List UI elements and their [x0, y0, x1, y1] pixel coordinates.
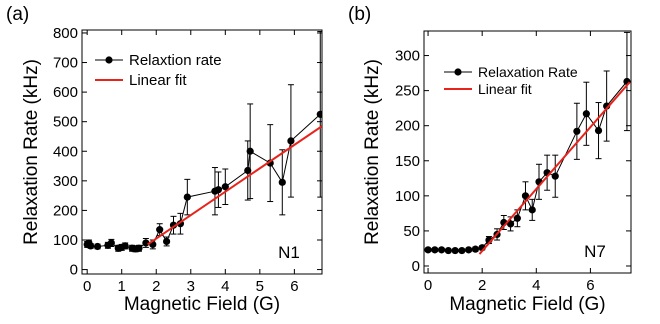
x-tick-label: 5: [256, 278, 264, 295]
legend-label: Linear fit: [129, 72, 187, 89]
x-tick-label: 1: [118, 278, 126, 295]
sample-annotation: N7: [584, 242, 606, 261]
data-point: [431, 246, 439, 254]
data-point: [513, 214, 521, 222]
y-tick-label: 0: [412, 258, 420, 275]
y-tick-label: 50: [403, 223, 420, 240]
x-tick-label: 2: [152, 278, 160, 295]
data-point: [465, 246, 473, 254]
legend-label: Relaxation Rate: [478, 64, 578, 80]
y-tick-label: 100: [395, 188, 420, 205]
data-point: [594, 127, 603, 135]
y-tick-label: 0: [70, 262, 78, 279]
y-tick-label: 800: [53, 25, 78, 42]
data-point: [582, 110, 590, 118]
data-point: [87, 242, 95, 250]
data-point: [551, 172, 559, 180]
data-point: [244, 166, 252, 175]
legend-swatch-marker: [105, 56, 113, 64]
y-tick-label: 600: [53, 84, 78, 101]
y-tick-label: 200: [395, 118, 420, 135]
data-point: [214, 186, 223, 194]
plot-area: [424, 31, 631, 255]
linear-fit-line: [478, 81, 631, 255]
panel-label: (b): [348, 4, 371, 25]
data-point: [142, 239, 150, 247]
data-point: [316, 110, 322, 118]
data-point: [183, 193, 191, 201]
x-tick-label: 6: [586, 277, 594, 294]
data-point: [278, 178, 286, 186]
panel-label: (a): [6, 4, 29, 25]
data-point: [528, 206, 536, 214]
legend-label: Relaxtion rate: [129, 52, 222, 69]
data-point: [156, 226, 164, 234]
x-tick-label: 2: [478, 277, 486, 294]
data-point: [437, 246, 446, 254]
chart-panel-a: 0 1 2 3 4 5 6 0 100 200 300 400 500 600 700 800 Magnetic…: [6, 4, 323, 315]
data-point: [451, 246, 459, 255]
data-point: [287, 137, 295, 145]
data-point: [471, 245, 480, 253]
y-tick-label: 400: [53, 143, 78, 160]
data-point: [424, 246, 432, 254]
legend-swatch-marker: [454, 68, 462, 76]
legend-label: Linear fit: [478, 81, 532, 97]
y-tick-label: 150: [395, 153, 420, 170]
x-tick-label: 3: [187, 278, 195, 295]
sample-annotation: N1: [278, 243, 300, 262]
data-point: [506, 220, 515, 228]
x-tick-label: 0: [424, 277, 432, 294]
y-tick-label: 300: [395, 48, 420, 65]
x-axis-label: Magnetic Field (G): [124, 294, 280, 315]
x-tick-label: 4: [221, 278, 229, 295]
data-point: [93, 242, 102, 251]
data-point: [107, 239, 115, 247]
chart-panel-b: 0 2 4 6 0 50 100 150 200 250 300 Magnetic Field (G)…: [348, 4, 632, 315]
data-series-line: [428, 81, 628, 252]
linear-fit-line: [147, 125, 322, 246]
plot-area: [83, 30, 322, 253]
y-tick-label: 100: [53, 232, 78, 249]
plot-frame: [81, 29, 323, 275]
x-axis-label: Magnetic Field (G): [449, 294, 605, 315]
data-point: [521, 192, 530, 200]
legend: Relaxtion rate Linear fit: [95, 52, 222, 89]
data-point: [121, 242, 129, 250]
x-tick-label: 6: [290, 278, 298, 295]
y-tick-label: 700: [53, 55, 78, 72]
plot-frame: [423, 30, 632, 274]
y-tick-label: 200: [53, 202, 78, 219]
y-tick-label: 500: [53, 114, 78, 131]
data-point: [458, 246, 466, 255]
data-point: [163, 237, 171, 246]
x-tick-label: 0: [83, 278, 91, 295]
y-axis-label: Relaxation Rate (kHz): [21, 59, 42, 245]
x-tick-label: 4: [532, 277, 540, 294]
data-point: [573, 127, 581, 135]
data-point: [246, 147, 254, 155]
data-point: [444, 246, 452, 255]
y-tick-label: 250: [395, 83, 420, 100]
y-axis-label: Relaxation Rate (kHz): [362, 59, 383, 245]
y-tick-label: 300: [53, 173, 78, 190]
data-point: [135, 244, 143, 252]
data-point: [221, 183, 229, 191]
